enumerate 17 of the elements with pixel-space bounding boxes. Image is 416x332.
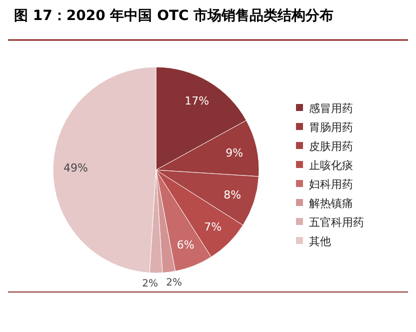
legend-label: 皮肤用药	[309, 140, 353, 153]
data-label: 9%	[226, 146, 244, 160]
data-label: 17%	[184, 94, 210, 108]
data-label: 2%	[142, 278, 158, 290]
legend-label: 五官科用药	[309, 216, 364, 229]
legend-label: 其他	[309, 234, 331, 248]
legend-label: 解热镇痛	[309, 196, 353, 210]
legend-label: 止咳化痰	[309, 158, 353, 172]
legend-label: 妇科用药	[309, 178, 353, 191]
data-label: 7%	[204, 220, 222, 234]
data-label: 8%	[224, 188, 242, 202]
data-label: 49%	[63, 161, 88, 174]
chart-title: 图 17：2020 年中国 OTC 市场销售品类结构分布	[14, 7, 334, 24]
data-label: 6%	[176, 238, 194, 252]
data-label: 2%	[166, 278, 182, 289]
legend-label: 感冒用药	[309, 102, 353, 115]
legend-label: 胃肠用药	[309, 120, 353, 134]
